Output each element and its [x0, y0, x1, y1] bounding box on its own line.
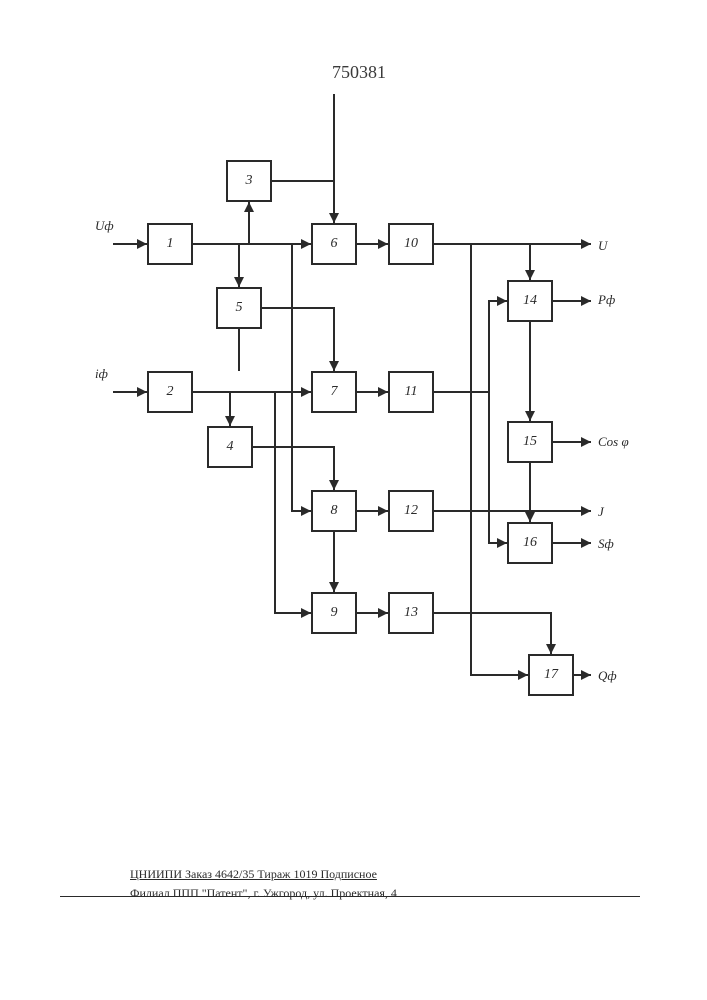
- page: 750381 1234567891011121314151617 UфiфUPф…: [0, 0, 707, 1000]
- edge: [489, 301, 507, 392]
- footer-line-2: Филиал ППП "Патент", г. Ужгород, ул. Про…: [130, 886, 397, 901]
- block-1: 1: [147, 223, 193, 265]
- arrowhead: [378, 239, 388, 249]
- block-6: 6: [311, 223, 357, 265]
- io-label: J: [598, 504, 604, 520]
- block-13: 13: [388, 592, 434, 634]
- io-label: Cos φ: [598, 434, 629, 450]
- block-17: 17: [528, 654, 574, 696]
- block-4: 4: [207, 426, 253, 468]
- arrowhead: [518, 670, 528, 680]
- block-8: 8: [311, 490, 357, 532]
- footer-line-1: ЦНИИПИ Заказ 4642/35 Тираж 1019 Подписно…: [130, 867, 377, 882]
- block-10: 10: [388, 223, 434, 265]
- io-label: U: [598, 238, 607, 254]
- arrowhead: [137, 239, 147, 249]
- arrowhead: [329, 582, 339, 592]
- arrowhead: [497, 538, 507, 548]
- block-15: 15: [507, 421, 553, 463]
- block-7: 7: [311, 371, 357, 413]
- arrowhead: [497, 296, 507, 306]
- arrowhead: [525, 411, 535, 421]
- arrowhead: [546, 644, 556, 654]
- arrowhead: [581, 538, 591, 548]
- edge: [262, 308, 334, 371]
- arrowhead: [234, 277, 244, 287]
- edge: [272, 181, 334, 223]
- arrowhead: [525, 270, 535, 280]
- edge: [434, 613, 551, 654]
- arrowhead: [301, 239, 311, 249]
- arrowhead: [244, 202, 254, 212]
- block-5: 5: [216, 287, 262, 329]
- block-3: 3: [226, 160, 272, 202]
- block-9: 9: [311, 592, 357, 634]
- arrowhead: [378, 608, 388, 618]
- arrowhead: [329, 213, 339, 223]
- block-12: 12: [388, 490, 434, 532]
- arrowhead: [581, 506, 591, 516]
- arrowhead: [581, 239, 591, 249]
- block-14: 14: [507, 280, 553, 322]
- io-label: Pф: [598, 292, 615, 308]
- arrowhead: [378, 506, 388, 516]
- io-label: Qф: [598, 668, 617, 684]
- edge: [253, 447, 334, 490]
- arrowhead: [525, 512, 535, 522]
- io-label: iф: [95, 366, 108, 382]
- block-2: 2: [147, 371, 193, 413]
- edge: [292, 244, 311, 511]
- arrowhead: [301, 387, 311, 397]
- arrowhead: [301, 506, 311, 516]
- block-11: 11: [388, 371, 434, 413]
- io-label: Sф: [598, 536, 614, 552]
- arrowhead: [581, 296, 591, 306]
- arrowhead: [581, 437, 591, 447]
- arrowhead: [329, 361, 339, 371]
- arrowhead: [137, 387, 147, 397]
- arrowhead: [225, 416, 235, 426]
- arrowhead: [581, 670, 591, 680]
- arrowhead: [378, 387, 388, 397]
- block-16: 16: [507, 522, 553, 564]
- arrowhead: [301, 608, 311, 618]
- io-label: Uф: [95, 218, 114, 234]
